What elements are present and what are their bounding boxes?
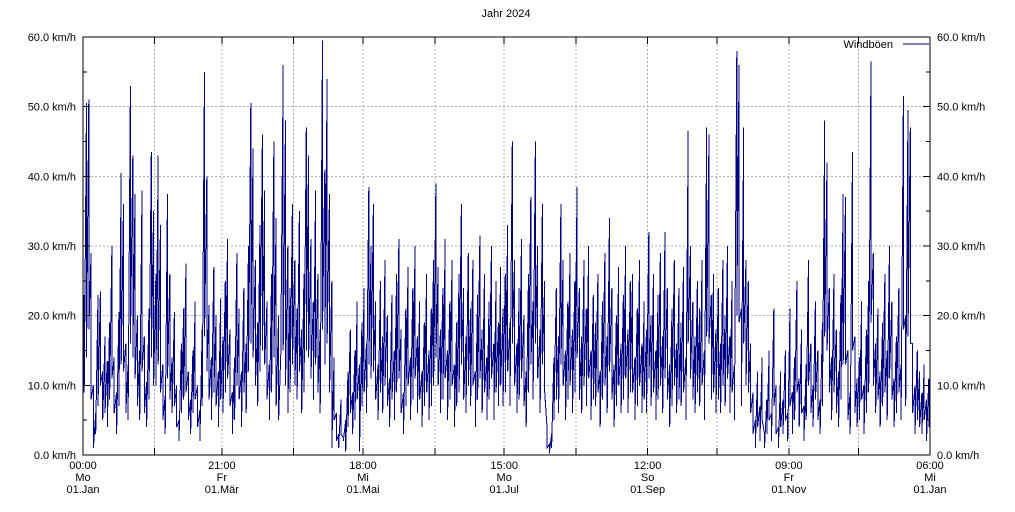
plot-frame: [82, 36, 931, 456]
x-tick-label-date: 01.Sep: [630, 484, 665, 496]
x-tick-label-date: 01.Mai: [347, 484, 380, 496]
x-axis-labels: 00:00Mo01.Jan21:00Fr01.Mär18:00Mi01.Mai1…: [66, 460, 946, 496]
plot-border: [82, 36, 931, 456]
x-tick-label-date: 01.Nov: [771, 484, 806, 496]
y-tick-label-left: 30.0 km/h: [28, 241, 76, 253]
gridlines: [83, 37, 930, 455]
y-tick-label-left: 10.0 km/h: [28, 380, 76, 392]
x-tick-label-weekday: Mi: [924, 472, 936, 484]
x-tick-label-weekday: Mi: [357, 472, 369, 484]
y-tick-label-right: 50.0 km/h: [937, 102, 985, 114]
y-tick-label-right: 30.0 km/h: [937, 241, 985, 253]
y-tick-label-left: 0.0 km/h: [34, 450, 76, 462]
y-tick-label-left: 50.0 km/h: [28, 102, 76, 114]
x-tick-label-date: 01.Jan: [913, 484, 946, 496]
wind-gust-line-series: [83, 40, 930, 454]
y-tick-label-right: 10.0 km/h: [937, 380, 985, 392]
x-tick-label-time: 15:00: [490, 460, 518, 472]
x-tick-label-weekday: So: [641, 472, 654, 484]
x-tick-label-time: 12:00: [634, 460, 662, 472]
x-tick-label-date: 01.Jan: [66, 484, 99, 496]
y-axis-labels-right: 0.0 km/h 10.0 km/h 20.0 km/h 30.0 km/h 40.0 …: [937, 32, 985, 462]
y-tick-label-right: 40.0 km/h: [937, 171, 985, 183]
x-tick-label-time: 00:00: [69, 460, 97, 472]
x-tick-label-weekday: Mo: [75, 472, 90, 484]
x-tick-label-date: 01.Jul: [490, 484, 519, 496]
x-tick-label-time: 06:00: [916, 460, 944, 472]
axis-ticks: [83, 37, 930, 455]
x-tick-label-time: 09:00: [775, 460, 803, 472]
x-tick-label-time: 21:00: [208, 460, 236, 472]
x-tick-label-weekday: Fr: [217, 472, 228, 484]
x-tick-label-weekday: Mo: [497, 472, 512, 484]
y-tick-label-left: 40.0 km/h: [28, 171, 76, 183]
y-axis-labels-left: 0.0 km/h 10.0 km/h 20.0 km/h 30.0 km/h 40.0 …: [28, 32, 76, 462]
y-tick-label-right: 0.0 km/h: [937, 450, 979, 462]
y-tick-label-left: 20.0 km/h: [28, 311, 76, 323]
y-tick-label-right: 20.0 km/h: [937, 311, 985, 323]
legend-label: Windböen: [843, 39, 893, 51]
wind-gust-line: [83, 40, 930, 454]
x-tick-label-weekday: Fr: [784, 472, 795, 484]
legend: Windböen: [843, 39, 929, 51]
chart-title: Jahr 2024: [482, 8, 531, 20]
y-tick-label-right: 60.0 km/h: [937, 32, 985, 44]
x-tick-label-date: 01.Mär: [205, 484, 240, 496]
x-tick-label-time: 18:00: [349, 460, 377, 472]
y-tick-label-left: 60.0 km/h: [28, 32, 76, 44]
